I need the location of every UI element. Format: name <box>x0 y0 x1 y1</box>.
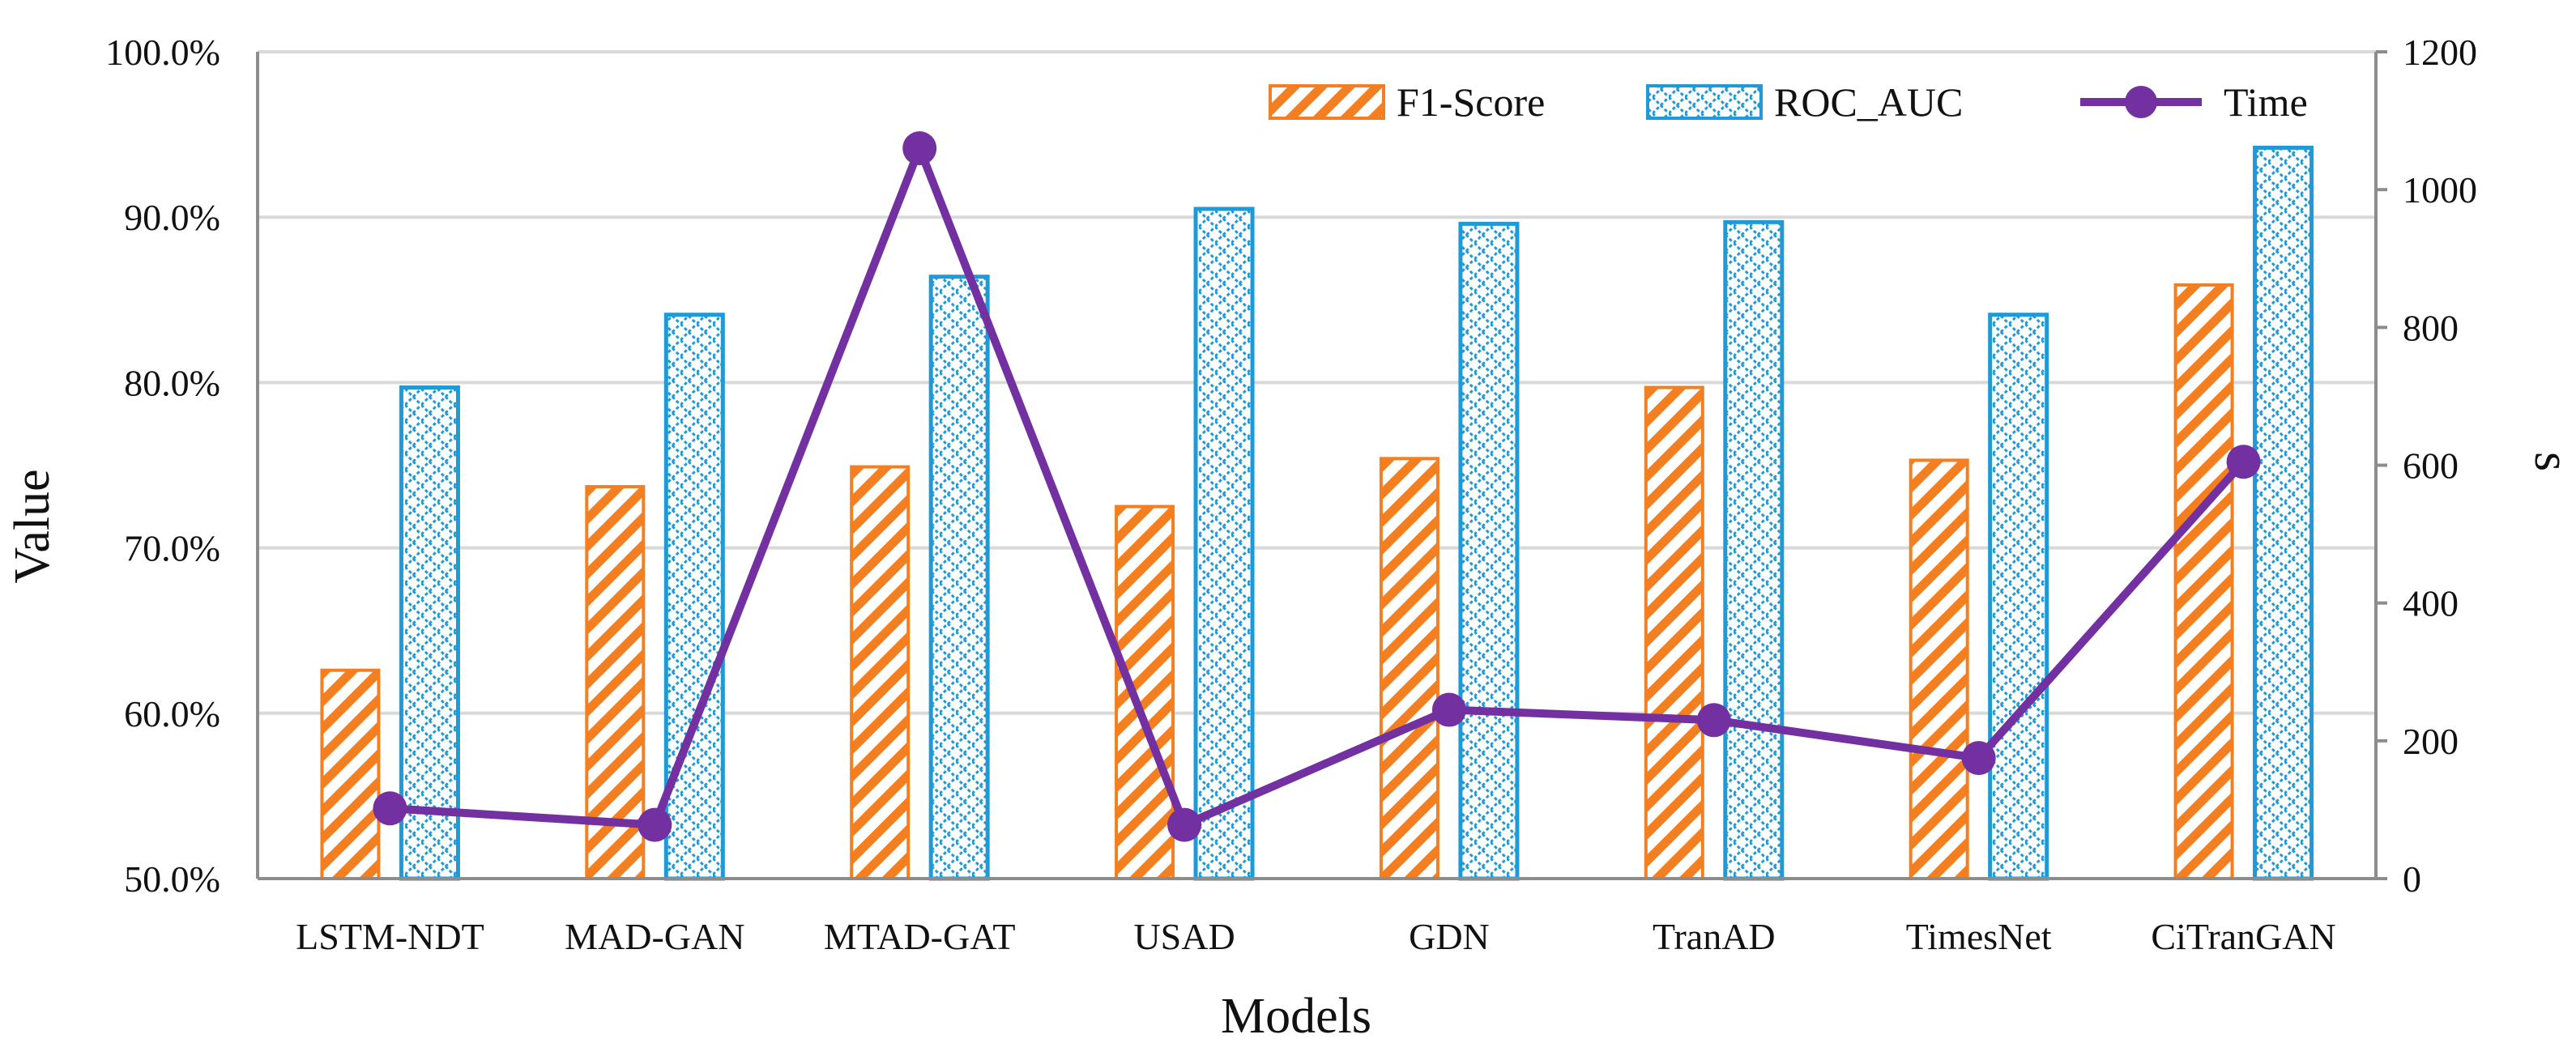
y2-tick-label: 800 <box>2403 307 2459 348</box>
y-tick-label: 100.0% <box>105 32 220 73</box>
y-tick-label: 80.0% <box>124 362 220 403</box>
time-point <box>1167 807 1202 842</box>
time-point <box>902 131 937 166</box>
bar-f1 <box>585 485 646 881</box>
x-tick-label: TimesNet <box>1906 916 2052 957</box>
x-axis-title: Models <box>1221 989 1371 1044</box>
y2-tick-label: 0 <box>2403 858 2421 900</box>
time-series-line <box>390 144 2247 829</box>
y-tick-label: 90.0% <box>124 197 220 238</box>
y-tick-label: 70.0% <box>124 528 220 569</box>
y2-axis-title: s <box>2524 452 2576 471</box>
time-point <box>1961 741 1996 776</box>
legend-swatch-roc <box>1646 84 1763 120</box>
bar-f1 <box>1379 457 1439 880</box>
axes <box>256 50 2387 880</box>
bar-roc <box>663 313 725 881</box>
bar-f1 <box>320 668 381 880</box>
x-tick-label: USAD <box>1133 916 1235 957</box>
legend-marker-time <box>2125 86 2157 118</box>
bar-roc <box>1458 221 1520 881</box>
gridlines <box>258 50 2376 715</box>
tick-labels: 50.0% 60.0% 70.0% 80.0% 90.0% 100.0% 0 200 400 60… <box>105 32 2477 957</box>
x-tick-label: GDN <box>1409 916 1490 957</box>
time-point <box>373 791 407 826</box>
legend-swatch-f1 <box>1269 84 1385 120</box>
bar-roc <box>928 275 990 881</box>
bar-f1 <box>850 465 911 880</box>
time-point <box>638 807 672 842</box>
time-point <box>2226 445 2261 479</box>
legend-item-roc: ROC_AUC <box>1646 79 1963 125</box>
bar-roc <box>1988 313 2049 881</box>
x-tick-label: MTAD-GAT <box>824 916 1016 957</box>
bar-f1 <box>2173 283 2234 880</box>
y-tick-label: 60.0% <box>124 693 220 734</box>
y2-tick-label: 400 <box>2403 583 2459 624</box>
bar-roc <box>2253 145 2314 881</box>
legend-label-time: Time <box>2224 79 2308 125</box>
bar-roc <box>1193 206 1255 881</box>
y2-tick-label: 600 <box>2403 445 2459 487</box>
x-tick-label: LSTM-NDT <box>296 916 484 957</box>
y-tick-label: 50.0% <box>124 858 220 900</box>
x-tick-label: CiTranGAN <box>2151 916 2335 957</box>
bar-f1 <box>1644 385 1704 880</box>
y2-tick-label: 200 <box>2403 721 2459 762</box>
bar-f1 <box>1909 458 1969 880</box>
bar-roc <box>1723 219 1785 881</box>
y2-tick-label: 1200 <box>2403 32 2477 73</box>
bar-roc <box>399 385 460 881</box>
legend-label-roc: ROC_AUC <box>1774 79 1963 125</box>
x-tick-label: TranAD <box>1653 916 1776 957</box>
bar-f1 <box>1115 504 1175 880</box>
time-point <box>1696 703 1731 738</box>
legend-label-f1: F1-Score <box>1397 79 1545 125</box>
time-line <box>373 131 2261 842</box>
bars <box>320 145 2314 881</box>
y2-tick-label: 1000 <box>2403 169 2477 211</box>
legend-item-f1: F1-Score <box>1269 79 1545 125</box>
time-point <box>1431 692 1466 727</box>
legend: F1-Score ROC_AUC Time <box>1269 79 2308 125</box>
y-axis-title: Value <box>5 469 60 583</box>
legend-item-time: Time <box>2080 79 2308 125</box>
x-tick-label: MAD-GAN <box>565 916 744 957</box>
